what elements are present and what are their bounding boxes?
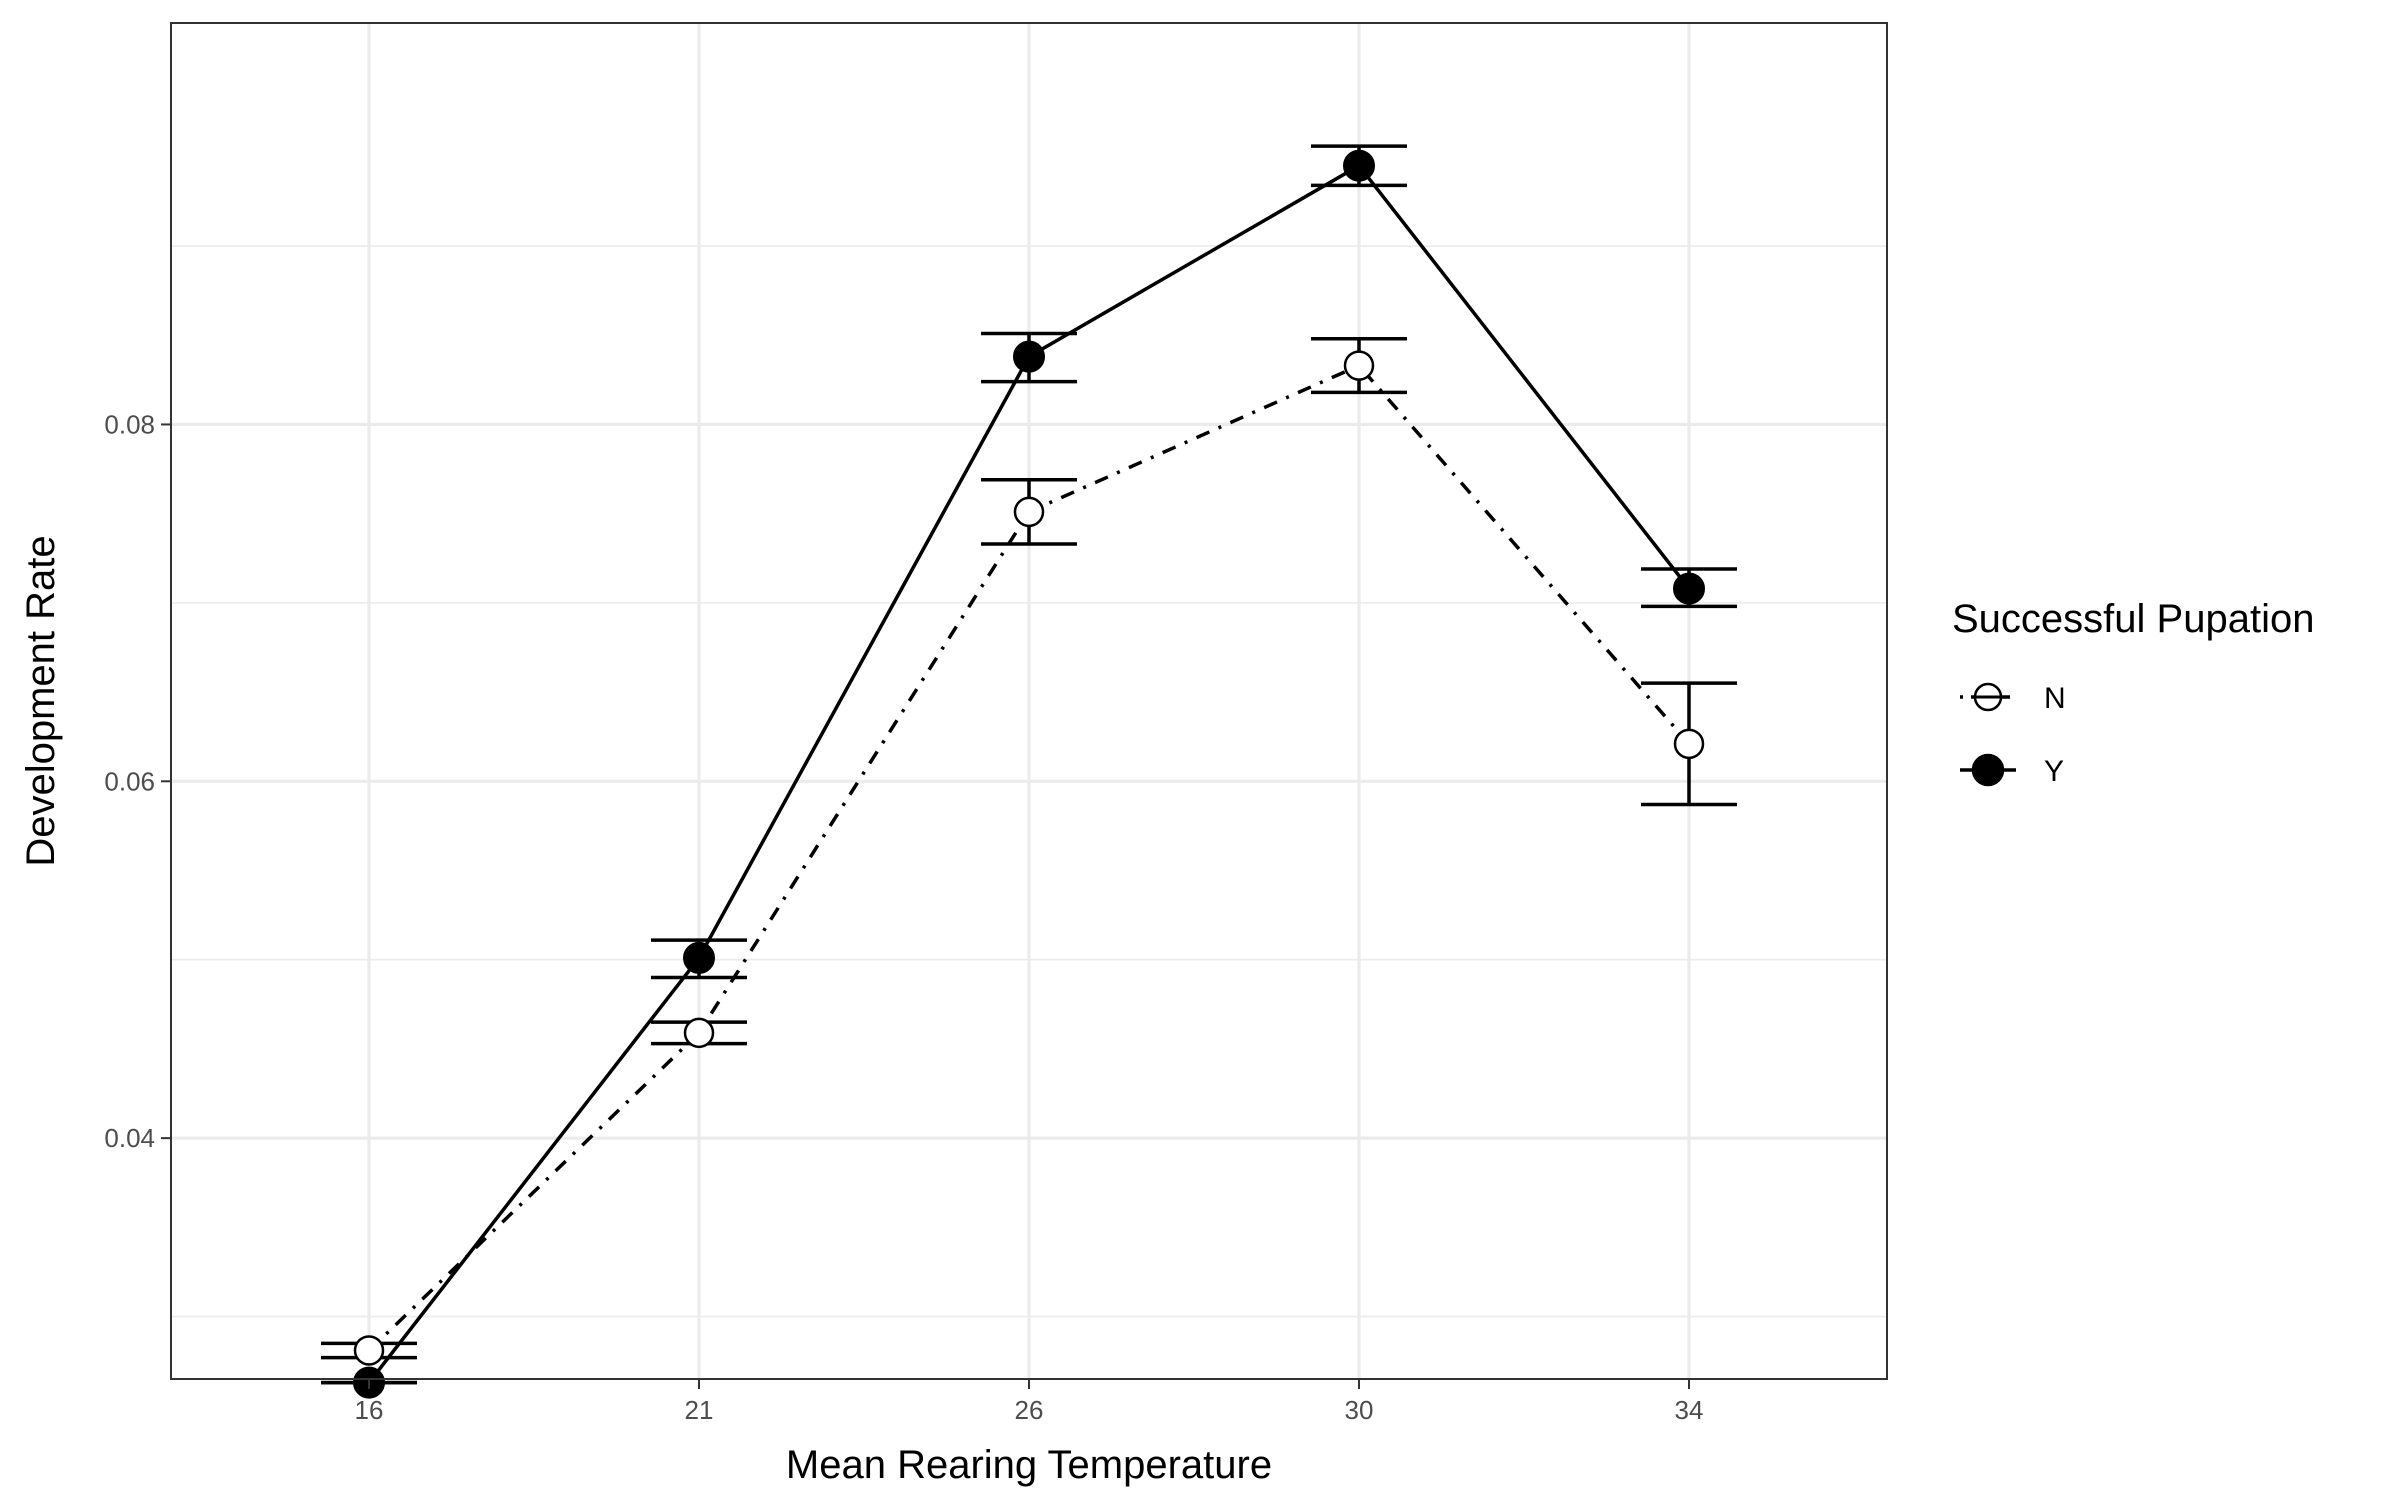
grid-lines [171, 23, 1887, 1379]
x-tick-label: 21 [685, 1395, 714, 1425]
data-points [353, 149, 1705, 1399]
x-tick-label: 26 [1015, 1395, 1044, 1425]
legend-title: Successful Pupation [1952, 597, 2314, 641]
legend: Successful Pupation N Y [1952, 597, 2314, 788]
y-axis-title: Development Rate [19, 535, 63, 866]
legend-label-n: N [2044, 682, 2066, 715]
x-tick-label: 16 [355, 1395, 384, 1425]
legend-key-y [1960, 753, 2016, 787]
data-point-n [1673, 728, 1705, 760]
legend-key-marker [1971, 753, 2005, 787]
data-point-y [1673, 572, 1705, 605]
y-tick-label: 0.04 [104, 1123, 155, 1153]
legend-keys [1960, 682, 2016, 787]
data-point-n [1343, 350, 1375, 381]
data-point-n [1013, 496, 1045, 528]
data-point-n [353, 1335, 385, 1366]
y-tick-label: 0.08 [104, 409, 155, 439]
x-tick-label: 30 [1345, 1395, 1374, 1425]
y-tick-label: 0.06 [104, 766, 155, 796]
legend-key-n [1960, 682, 2016, 712]
data-point-y [1343, 149, 1375, 182]
legend-label-y: Y [2044, 755, 2064, 788]
data-point-y [683, 941, 715, 974]
x-tick-label: 34 [1675, 1395, 1704, 1425]
x-axis-title: Mean Rearing Temperature [786, 1443, 1272, 1487]
axes: 0.04 0.06 0.08 16 21 26 30 34 [104, 409, 1703, 1425]
data-point-n [683, 1017, 715, 1049]
data-point-y [1013, 340, 1045, 373]
